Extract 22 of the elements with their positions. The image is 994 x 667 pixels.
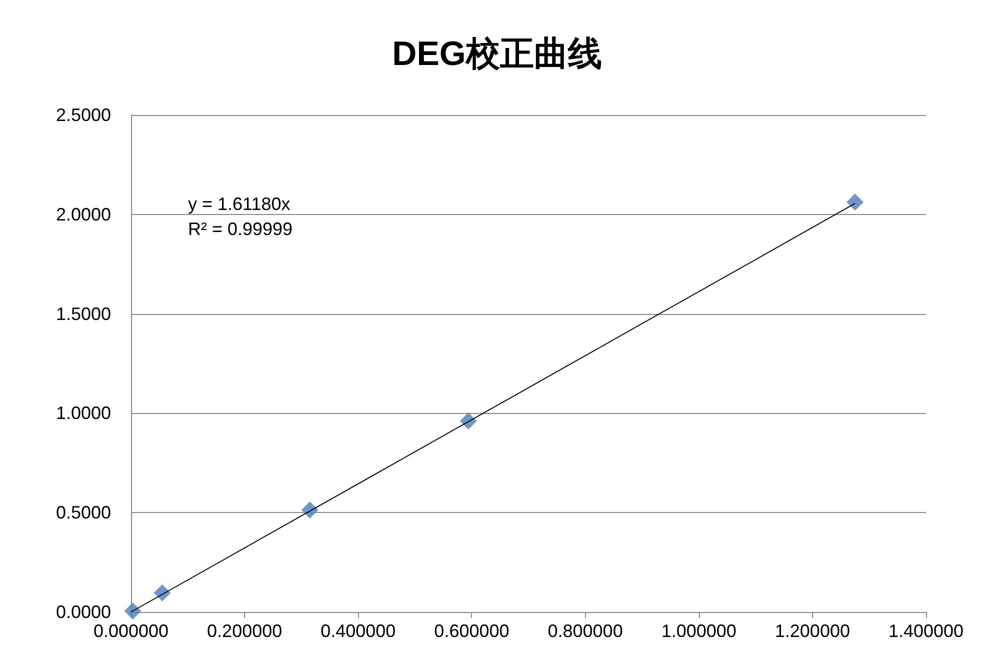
y-tick-label: 1.0000 xyxy=(56,403,111,424)
x-tick-label: 0.000000 xyxy=(93,621,169,641)
point xyxy=(154,584,171,602)
x-tick-label: 1.400000 xyxy=(888,621,964,641)
x-tick-label: 0.400000 xyxy=(320,621,396,641)
y-tick-label: 2.5000 xyxy=(56,105,111,125)
point xyxy=(460,412,477,430)
x-tick-label: 1.000000 xyxy=(661,621,736,641)
y-tick-label: 1.5000 xyxy=(56,304,111,324)
annotation: y = 1.61180x xyxy=(188,194,290,214)
point xyxy=(124,602,142,620)
point xyxy=(301,502,318,519)
y-tick-label: 0.5000 xyxy=(56,502,111,523)
x-tick-label: 0.200000 xyxy=(207,621,282,641)
x-tick-label: 1.200000 xyxy=(774,621,850,641)
point xyxy=(846,194,864,211)
x-tick-label: 0.800000 xyxy=(548,621,623,641)
chart-title: DEG校正曲线 xyxy=(392,35,602,73)
y-tick-label: 2.0000 xyxy=(56,204,111,224)
y-tick-label: 0.0000 xyxy=(56,602,111,622)
x-tick-label: 0.600000 xyxy=(434,621,510,641)
annotation: R² = 0.99999 xyxy=(188,219,293,239)
